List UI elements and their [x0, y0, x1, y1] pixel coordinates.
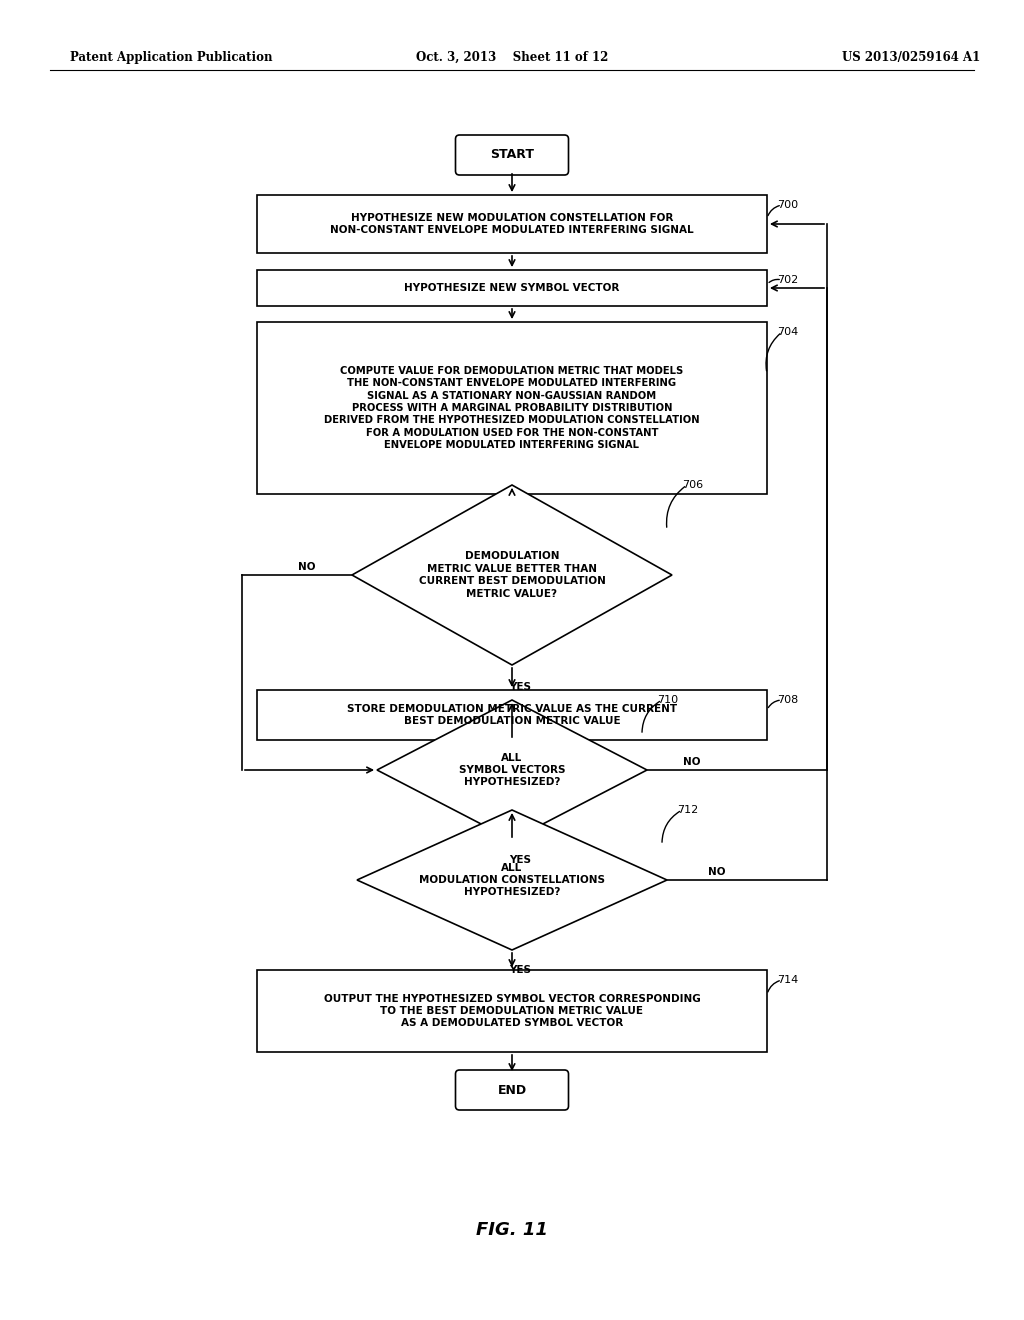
Text: START: START	[490, 149, 534, 161]
Text: HYPOTHESIZE NEW MODULATION CONSTELLATION FOR
NON-CONSTANT ENVELOPE MODULATED INT: HYPOTHESIZE NEW MODULATION CONSTELLATION…	[330, 213, 694, 235]
FancyBboxPatch shape	[456, 135, 568, 176]
Text: YES: YES	[509, 855, 531, 865]
Text: END: END	[498, 1084, 526, 1097]
Text: 714: 714	[777, 975, 799, 985]
Text: 700: 700	[777, 201, 798, 210]
Polygon shape	[377, 700, 647, 840]
Text: 702: 702	[777, 275, 799, 285]
Text: NO: NO	[683, 756, 700, 767]
Text: DEMODULATION
METRIC VALUE BETTER THAN
CURRENT BEST DEMODULATION
METRIC VALUE?: DEMODULATION METRIC VALUE BETTER THAN CU…	[419, 552, 605, 598]
Text: 706: 706	[682, 480, 703, 490]
Text: 704: 704	[777, 327, 799, 337]
Text: Patent Application Publication: Patent Application Publication	[70, 50, 272, 63]
Text: STORE DEMODULATION METRIC VALUE AS THE CURRENT
BEST DEMODULATION METRIC VALUE: STORE DEMODULATION METRIC VALUE AS THE C…	[347, 704, 677, 726]
Text: NO: NO	[709, 867, 726, 876]
Polygon shape	[352, 484, 672, 665]
Text: FIG. 11: FIG. 11	[476, 1221, 548, 1239]
Text: OUTPUT THE HYPOTHESIZED SYMBOL VECTOR CORRESPONDING
TO THE BEST DEMODULATION MET: OUTPUT THE HYPOTHESIZED SYMBOL VECTOR CO…	[324, 994, 700, 1028]
Bar	[257, 195, 767, 253]
Text: COMPUTE VALUE FOR DEMODULATION METRIC THAT MODELS
THE NON-CONSTANT ENVELOPE MODU: COMPUTE VALUE FOR DEMODULATION METRIC TH…	[325, 366, 699, 450]
Text: ALL
MODULATION CONSTELLATIONS
HYPOTHESIZED?: ALL MODULATION CONSTELLATIONS HYPOTHESIZ…	[419, 862, 605, 898]
Text: 708: 708	[777, 696, 799, 705]
Bar	[257, 271, 767, 306]
Text: YES: YES	[509, 965, 531, 975]
Bar	[257, 970, 767, 1052]
Bar	[257, 690, 767, 741]
Bar	[257, 322, 767, 494]
FancyBboxPatch shape	[456, 1071, 568, 1110]
Text: ALL
SYMBOL VECTORS
HYPOTHESIZED?: ALL SYMBOL VECTORS HYPOTHESIZED?	[459, 752, 565, 788]
Text: US 2013/0259164 A1: US 2013/0259164 A1	[842, 50, 980, 63]
Polygon shape	[357, 810, 667, 950]
Text: YES: YES	[509, 682, 531, 692]
Text: 712: 712	[677, 805, 698, 814]
Text: Oct. 3, 2013    Sheet 11 of 12: Oct. 3, 2013 Sheet 11 of 12	[416, 50, 608, 63]
Text: 710: 710	[657, 696, 678, 705]
Text: NO: NO	[298, 562, 315, 572]
Text: HYPOTHESIZE NEW SYMBOL VECTOR: HYPOTHESIZE NEW SYMBOL VECTOR	[404, 282, 620, 293]
